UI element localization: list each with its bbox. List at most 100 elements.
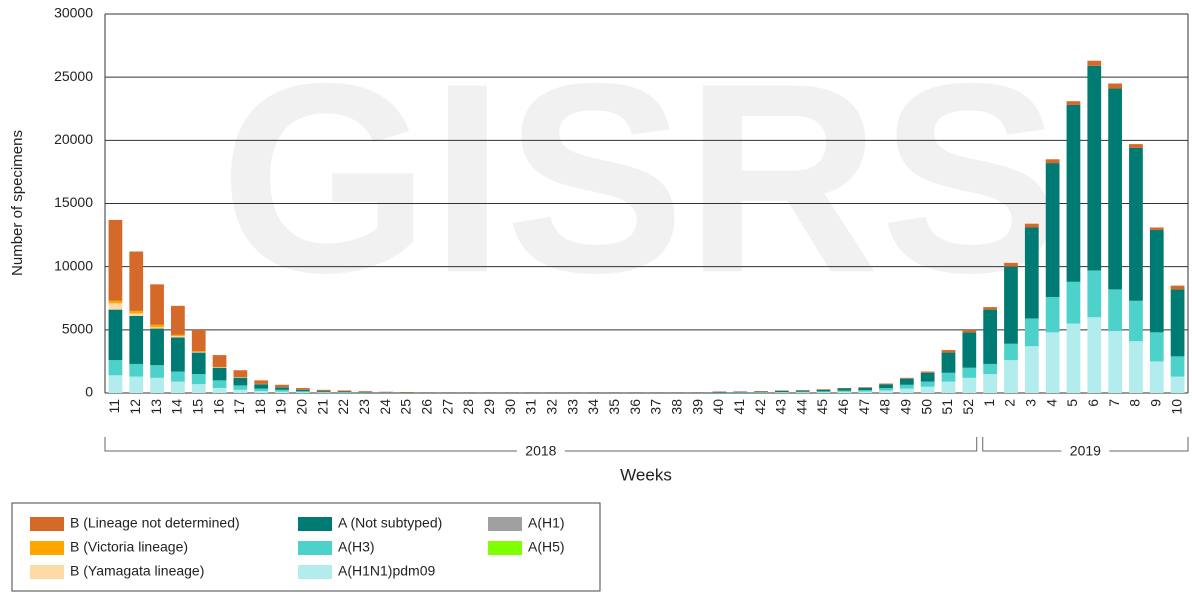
x-tick-label: 2: [1002, 399, 1018, 407]
bar-segment: [275, 391, 289, 393]
bar-segment: [920, 372, 935, 382]
bar-segment: [295, 387, 310, 390]
bar-segment: [816, 391, 831, 393]
legend-swatch: [488, 517, 522, 531]
bar-segment: [983, 363, 998, 375]
bar-segment: [941, 372, 956, 382]
bar-segment: [212, 380, 227, 388]
bar-segment: [879, 383, 893, 385]
bar-segment: [295, 392, 310, 393]
legend-label: B (Lineage not determined): [70, 515, 240, 531]
x-tick-label: 49: [898, 399, 914, 415]
bar-segment: [295, 389, 310, 392]
bar-segment: [171, 337, 185, 372]
legend-swatch: [488, 541, 522, 555]
bar-segment: [171, 371, 185, 382]
group-label-bg: [516, 443, 565, 459]
y-tick-label: 20000: [54, 131, 93, 147]
bar-segment: [150, 377, 164, 393]
x-tick-label: 9: [1147, 399, 1163, 407]
bar-segment: [191, 352, 206, 375]
bar-segment: [1170, 376, 1185, 393]
bar-segment: [858, 390, 873, 392]
x-tick-label: 18: [252, 399, 268, 415]
bar-segment: [1170, 356, 1185, 377]
bar-segment: [212, 355, 227, 367]
bar-segment: [129, 251, 144, 311]
bar-segment: [316, 390, 331, 392]
x-tick-label: 4: [1043, 399, 1059, 407]
bar-segment: [1149, 227, 1164, 231]
x-tick-label: 36: [627, 399, 643, 415]
bar-segment: [1045, 159, 1060, 164]
x-tick-label: 11: [106, 399, 122, 414]
bar-segment: [191, 374, 206, 385]
bar-segment: [858, 391, 873, 393]
bar-segment: [962, 367, 977, 378]
x-tick-label: 38: [668, 399, 684, 415]
bar-segment: [733, 391, 748, 392]
x-tick-label: 50: [918, 399, 934, 415]
bar-segment: [1045, 163, 1060, 297]
bar-segment: [1045, 296, 1060, 333]
legend-box: [11, 502, 601, 592]
bar-segment: [254, 388, 269, 392]
bar-segment: [983, 307, 998, 310]
bar-segment: [795, 390, 810, 391]
bar-segment: [879, 388, 893, 391]
bar-segment: [941, 352, 956, 373]
bar-segment: [316, 392, 331, 393]
bar-segment: [129, 376, 144, 393]
bar-segment: [108, 360, 123, 376]
x-tick-label: 25: [398, 399, 414, 415]
x-tick-label: 19: [273, 399, 289, 415]
bar-segment: [1024, 227, 1039, 319]
legend-label: A(H3): [338, 539, 375, 555]
x-tick-label: 29: [481, 399, 497, 415]
bar-segment: [150, 365, 164, 378]
legend-swatch: [298, 517, 332, 531]
bar-segment: [108, 375, 123, 393]
legend-label: A(H1N1)pdm09: [338, 563, 435, 579]
bar-segment: [775, 390, 789, 391]
bar-segment: [920, 386, 935, 393]
x-tick-label: 5: [1064, 399, 1080, 407]
bar-segment: [1024, 223, 1039, 228]
bar-segment: [150, 284, 164, 325]
bar-segment: [816, 389, 831, 392]
x-tick-label: 41: [731, 399, 747, 415]
bar-segment: [212, 367, 227, 381]
bar-segment: [983, 309, 998, 364]
x-tick-label: 40: [710, 399, 726, 415]
bar-segment: [129, 315, 144, 364]
legend-swatch: [298, 541, 332, 555]
bar-segment: [1129, 341, 1143, 393]
x-axis-label: Weeks: [620, 465, 672, 484]
bar-segment: [191, 351, 206, 353]
bar-segment: [337, 392, 352, 393]
bar-segment: [712, 391, 727, 392]
bar-segment: [171, 336, 185, 338]
legend-swatch: [298, 565, 332, 579]
y-tick-label: 0: [85, 384, 93, 400]
bar-segment: [899, 377, 914, 379]
bar-segment: [1004, 262, 1018, 267]
x-tick-label: 37: [648, 399, 664, 415]
bar-segment: [1108, 83, 1122, 89]
bar-segment: [754, 391, 768, 393]
legend-label: A (Not subtyped): [338, 515, 442, 531]
bar-segment: [358, 391, 373, 392]
y-tick-label: 30000: [54, 5, 93, 21]
x-tick-label: 16: [210, 399, 226, 415]
x-tick-label: 12: [127, 399, 143, 415]
bar-segment: [941, 381, 956, 393]
y-axis-label: Number of specimens: [9, 130, 26, 276]
x-tick-label: 1: [981, 399, 997, 407]
watermark: GISRS: [220, 28, 1060, 329]
bar-segment: [1066, 104, 1081, 282]
x-tick-label: 30: [502, 399, 518, 415]
y-tick-label: 25000: [54, 68, 93, 84]
bar-segment: [1066, 323, 1081, 393]
bar-segment: [275, 389, 289, 392]
bar-segment: [129, 363, 144, 377]
